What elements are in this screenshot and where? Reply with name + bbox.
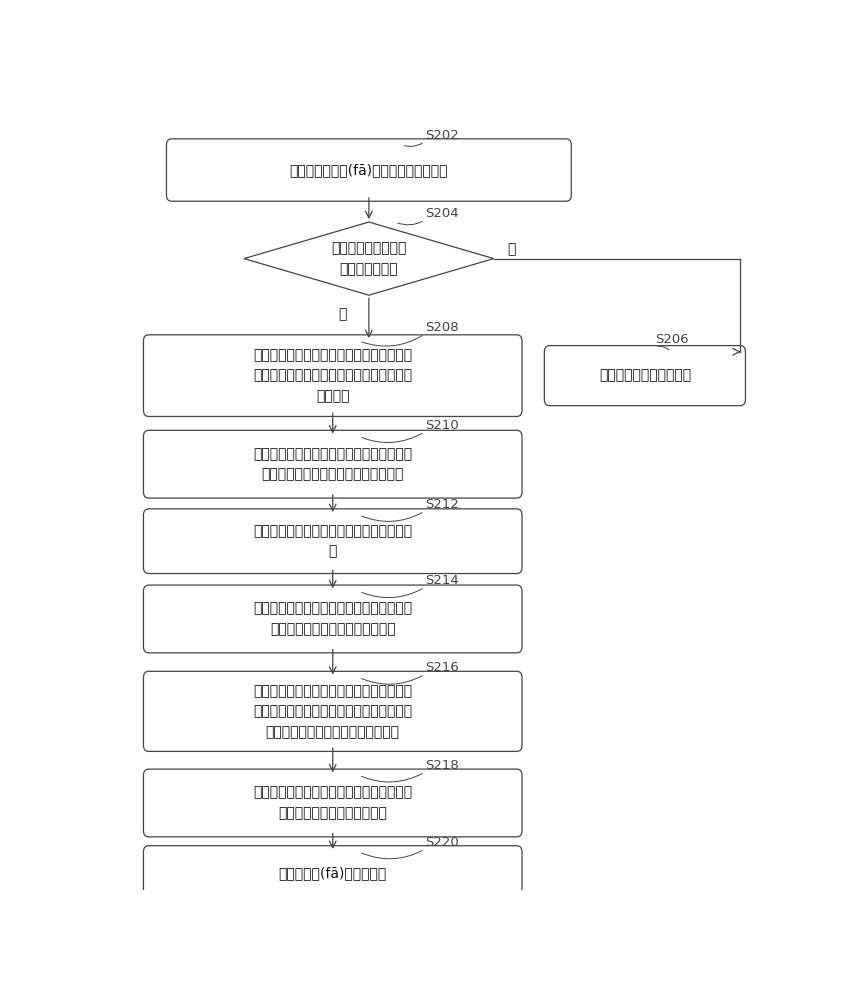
- Text: S218: S218: [425, 759, 459, 772]
- Text: 根據保持不變文件列表、增加文件列表及更
新文件列表生成對應的保持不變的文件信息
、增加的文件信息及更新的文件信息: 根據保持不變文件列表、增加文件列表及更 新文件列表生成對應的保持不變的文件信息 …: [254, 684, 412, 739]
- Text: 根據更新文件列表生成各個更新的文件的差
分文件，將差分文件寫入升級包中: 根據更新文件列表生成各個更新的文件的差 分文件，將差分文件寫入升級包中: [254, 602, 412, 636]
- Polygon shape: [244, 222, 494, 295]
- FancyBboxPatch shape: [143, 509, 522, 574]
- FancyBboxPatch shape: [143, 430, 522, 498]
- Text: 向客戶端返回無更新標志: 向客戶端返回無更新標志: [599, 369, 691, 383]
- FancyBboxPatch shape: [143, 335, 522, 416]
- Text: S212: S212: [425, 498, 459, 511]
- Text: S202: S202: [425, 129, 459, 142]
- Text: 將升級包發(fā)送給客戶端: 將升級包發(fā)送給客戶端: [279, 866, 387, 880]
- Text: 根據標識信息判斷軟
件是否需要更新: 根據標識信息判斷軟 件是否需要更新: [332, 241, 406, 276]
- Text: 比較第一映射和第二映射，得到保持不變文
件列表、增加文件列表及更新文件列表: 比較第一映射和第二映射，得到保持不變文 件列表、增加文件列表及更新文件列表: [254, 447, 412, 481]
- Text: 獲取與標識信息匹配的舊包及新包，并分別
生成與舊包對應的第一映射及與新包對應的
第二映射: 獲取與標識信息匹配的舊包及新包，并分別 生成與舊包對應的第一映射及與新包對應的 …: [254, 348, 412, 403]
- Text: S216: S216: [425, 661, 459, 674]
- FancyBboxPatch shape: [166, 139, 572, 201]
- FancyBboxPatch shape: [143, 769, 522, 837]
- Text: S214: S214: [425, 574, 459, 587]
- Text: S220: S220: [425, 836, 459, 849]
- Text: S204: S204: [425, 207, 459, 220]
- FancyBboxPatch shape: [143, 846, 522, 900]
- Text: S208: S208: [425, 321, 459, 334]
- FancyBboxPatch shape: [544, 346, 745, 406]
- Text: 接收由客戶端發(fā)送的軟件的標識信息: 接收由客戶端發(fā)送的軟件的標識信息: [290, 163, 448, 177]
- FancyBboxPatch shape: [143, 671, 522, 751]
- Text: 將保持不變的文件信息、增加的文件信息及
更新的文件信息寫入升級包中: 將保持不變的文件信息、增加的文件信息及 更新的文件信息寫入升級包中: [254, 786, 412, 820]
- Text: 根據增加文件列表將增加的文件寫入升級包
中: 根據增加文件列表將增加的文件寫入升級包 中: [254, 524, 412, 558]
- Text: S206: S206: [655, 333, 689, 346]
- FancyBboxPatch shape: [143, 585, 522, 653]
- Text: S210: S210: [425, 419, 459, 432]
- Text: 否: 否: [507, 242, 516, 256]
- Text: 是: 是: [338, 307, 347, 321]
